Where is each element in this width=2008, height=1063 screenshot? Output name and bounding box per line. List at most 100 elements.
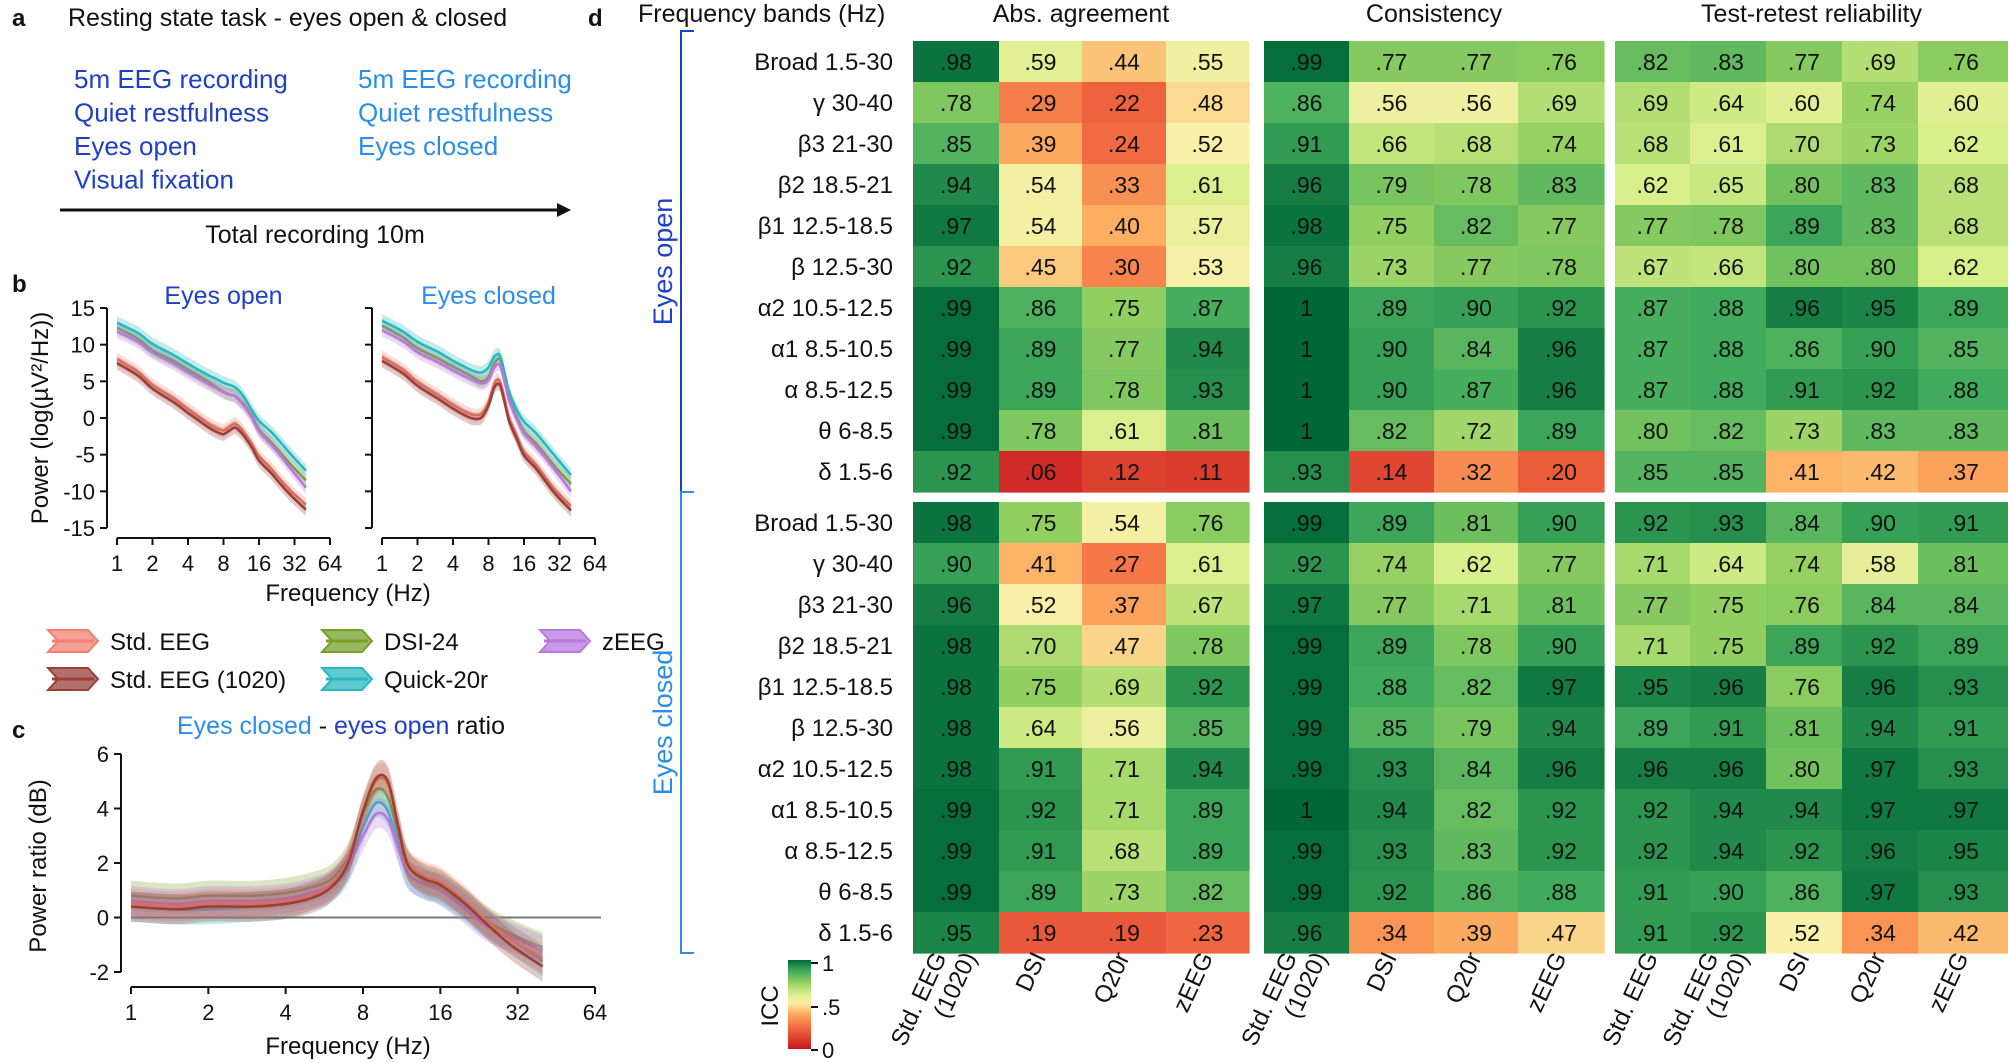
heatmap-cell xyxy=(1082,451,1167,493)
heatmap-cell xyxy=(1264,543,1350,585)
heatmap-cell-value: .96 xyxy=(940,592,972,618)
heatmap-cell-value: 1 xyxy=(1300,336,1313,362)
heatmap-cell-value: .92 xyxy=(940,459,972,485)
heatmap-cell xyxy=(1349,164,1435,206)
y-tick-label: 2 xyxy=(97,851,109,876)
heatmap-cell xyxy=(1166,871,1250,913)
heatmap-cell-value: .82 xyxy=(1460,674,1492,700)
panel-letter-a: a xyxy=(12,5,26,32)
heatmap-cell-value: .88 xyxy=(1712,377,1744,403)
heatmap-cell xyxy=(1842,707,1919,749)
heatmap-cell-value: .73 xyxy=(1108,879,1140,905)
frequency-band-label: θ 6-8.5 xyxy=(818,418,893,445)
x-tick-label: 32 xyxy=(547,551,571,576)
heatmap-cell xyxy=(913,164,1000,206)
heatmap-cell xyxy=(999,871,1083,913)
heatmap-cell-value: .77 xyxy=(1108,336,1140,362)
heatmap-cell xyxy=(913,123,1000,165)
heatmap-cell xyxy=(1690,328,1767,370)
heatmap-cell xyxy=(1842,830,1919,872)
panel-c-title-part: Eyes closed xyxy=(177,712,312,740)
heatmap-cell xyxy=(1518,246,1605,288)
heatmap-cell-value: .87 xyxy=(1192,295,1224,321)
heatmap-cell-value: .96 xyxy=(1291,172,1323,198)
heatmap-cell xyxy=(1918,625,2008,667)
heatmap-cell-value: .71 xyxy=(1460,592,1492,618)
frequency-band-label: δ 1.5-6 xyxy=(818,920,893,947)
heatmap-cell xyxy=(1082,625,1167,667)
heatmap-cell xyxy=(1082,789,1167,831)
heatmap-cell xyxy=(1918,123,2008,165)
heatmap-cell xyxy=(1434,584,1519,626)
heatmap-cell xyxy=(1349,369,1435,411)
heatmap-cell-value: .94 xyxy=(940,172,972,198)
heatmap-cell-value: .96 xyxy=(1545,336,1577,362)
heatmap-cell xyxy=(1264,369,1350,411)
heatmap-cell-value: .76 xyxy=(1192,510,1224,536)
heatmap-cell xyxy=(999,748,1083,790)
heatmap-cell-value: .19 xyxy=(1108,920,1140,946)
confidence-band-dsi-24 xyxy=(117,321,306,487)
heatmap-cell xyxy=(1264,707,1350,749)
heatmap-cell-value: .22 xyxy=(1108,90,1140,116)
heatmap-cell-value: .19 xyxy=(1025,920,1057,946)
y-tick-label: 15 xyxy=(71,296,95,321)
heatmap-cell xyxy=(1264,41,1350,83)
heatmap-cell-value: .77 xyxy=(1545,213,1577,239)
heatmap-cell-value: .89 xyxy=(1376,633,1408,659)
heatmap-cell xyxy=(1082,912,1167,954)
heatmap-cell-value: .89 xyxy=(1545,418,1577,444)
frequency-band-label: α 8.5-12.5 xyxy=(784,838,893,865)
heatmap-cell-value: .11 xyxy=(1192,459,1222,485)
heatmap-cell xyxy=(1766,369,1843,411)
heatmap-cell xyxy=(1766,912,1843,954)
heatmap-cell xyxy=(1264,287,1350,329)
heatmap-cell xyxy=(1766,123,1843,165)
frequency-band-label: β2 18.5-21 xyxy=(778,633,893,660)
heatmap-cell-value: .96 xyxy=(1291,254,1323,280)
heatmap-cell xyxy=(1166,41,1250,83)
series-line-zeeg xyxy=(130,811,544,952)
heatmap-cell-value: .92 xyxy=(1637,797,1669,823)
heatmap-cell-value: .68 xyxy=(1460,131,1492,157)
heatmap-cell xyxy=(1349,287,1435,329)
heatmap-cell xyxy=(1518,123,1605,165)
heatmap-cell xyxy=(1166,164,1250,206)
heatmap-cell-value: .98 xyxy=(940,715,972,741)
frequency-band-label: β 12.5-30 xyxy=(791,715,893,742)
heatmap-cell-value: .88 xyxy=(1545,879,1577,905)
legend-label-dsi-24: DSI-24 xyxy=(384,629,459,656)
eyes-open-description-line: 5m EEG recording xyxy=(74,64,288,94)
heatmap-cell-value: .68 xyxy=(1947,213,1979,239)
heatmap-cell xyxy=(1082,666,1167,708)
heatmap-cell-value: .92 xyxy=(1192,674,1224,700)
heatmap-cell xyxy=(1518,451,1605,493)
heatmap-cell-value: .81 xyxy=(1545,592,1577,618)
heatmap-cell xyxy=(1434,451,1519,493)
heatmap-cell-value: .82 xyxy=(1460,213,1492,239)
eyes-open-spectrum-plot: 15 10 5 0 -5 -10 -15 1 2 4 8 16 32 64 Eyes open xyxy=(63,282,342,576)
heatmap-cell-value: .78 xyxy=(1712,213,1744,239)
heatmap-column-label: DSI xyxy=(1774,948,1815,996)
heatmap-cell-value: .95 xyxy=(1947,838,1979,864)
heatmap-cell-value: .81 xyxy=(1788,715,1820,741)
heatmap-cell xyxy=(1766,830,1843,872)
confidence-band-std-eeg xyxy=(131,762,543,974)
heatmap-cell xyxy=(1082,123,1167,165)
heatmap-cell xyxy=(1842,789,1919,831)
heatmap-cell-value: .75 xyxy=(1712,592,1744,618)
heatmap-cell-value: .90 xyxy=(1864,336,1896,362)
x-tick-label: 64 xyxy=(318,551,342,576)
heatmap-cell-value: .89 xyxy=(1376,510,1408,536)
heatmap-cell xyxy=(1615,543,1691,585)
heatmap-cell-value: .06 xyxy=(1025,459,1057,485)
frequency-band-label: β3 21-30 xyxy=(798,592,893,619)
heatmap-cell-value: .61 xyxy=(1192,172,1224,198)
colorbar-tick-label: 0 xyxy=(822,1038,834,1063)
heatmap-cell-value: .88 xyxy=(1947,377,1979,403)
heatmap-cell xyxy=(1842,287,1919,329)
heatmap-cell xyxy=(913,369,1000,411)
heatmap-cell xyxy=(1690,666,1767,708)
heatmap-cell-value: .66 xyxy=(1712,254,1744,280)
heatmap-cell xyxy=(1518,584,1605,626)
